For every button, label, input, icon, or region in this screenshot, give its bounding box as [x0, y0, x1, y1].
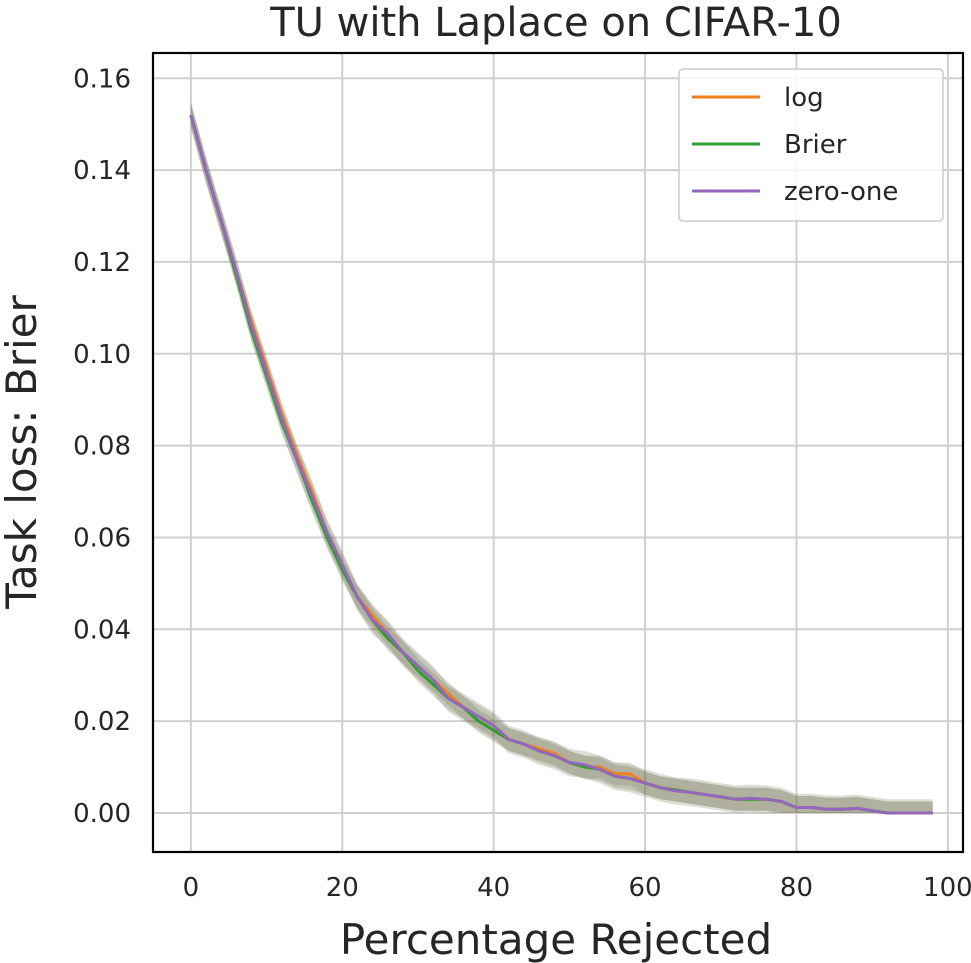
x-tick-label: 0 [183, 873, 200, 903]
y-tick-label: 0.14 [73, 156, 131, 186]
y-tick-label: 0.02 [73, 707, 131, 737]
y-tick-label: 0.12 [73, 248, 131, 278]
grid [153, 53, 963, 852]
legend-label-zero-one: zero-one [784, 177, 898, 207]
y-axis-title: Task loss: Brier [0, 295, 46, 610]
legend-label-brier: Brier [784, 130, 847, 160]
y-ticks: 0.00 0.02 0.04 0.06 0.08 0.10 0.12 0.14 0.16 [73, 64, 131, 829]
y-tick-label: 0.04 [73, 615, 131, 645]
y-tick-label: 0.08 [73, 432, 131, 462]
plot-frame [151, 51, 965, 854]
x-ticks: 0 20 40 60 80 100 [183, 873, 971, 903]
y-tick-label: 0.00 [73, 799, 131, 829]
band-zero-one [190, 101, 933, 813]
y-tick-label: 0.10 [73, 340, 131, 370]
chart-title: TU with Laplace on CIFAR-10 [269, 0, 842, 46]
x-axis-title: Percentage Rejected [340, 915, 772, 963]
y-tick-label: 0.06 [73, 523, 131, 553]
x-tick-label: 40 [477, 873, 510, 903]
x-tick-label: 60 [629, 873, 662, 903]
x-tick-label: 80 [780, 873, 813, 903]
y-tick-label: 0.16 [73, 64, 131, 94]
series-lines [189, 114, 933, 815]
legend-box [678, 68, 944, 222]
series-line-zero-one [189, 114, 933, 815]
confidence-bands [190, 101, 933, 813]
legend: log Brier zero-one [678, 68, 944, 222]
band-brier [190, 103, 933, 813]
legend-label-log: log [784, 83, 824, 113]
x-tick-label: 100 [923, 873, 971, 903]
x-tick-label: 20 [326, 873, 359, 903]
